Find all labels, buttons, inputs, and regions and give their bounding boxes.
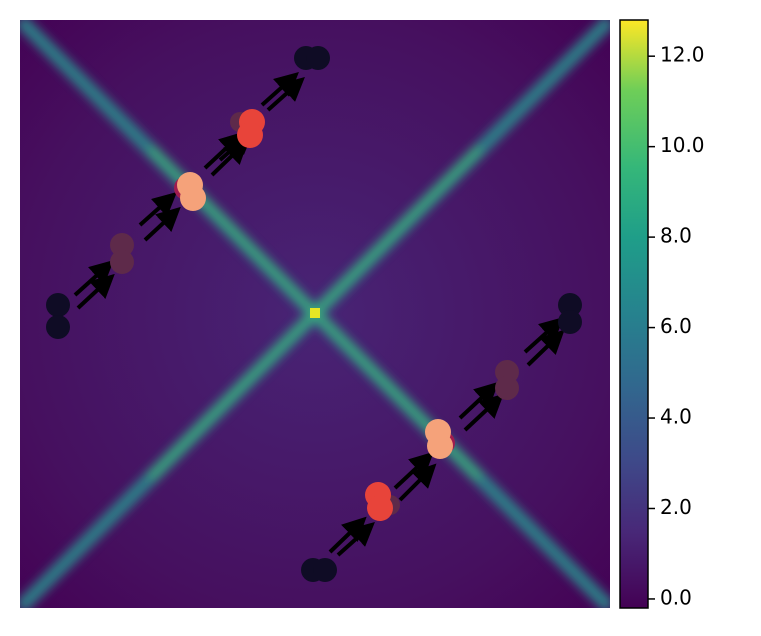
points bbox=[46, 46, 582, 582]
colorbar-tick-label: 4.0 bbox=[660, 405, 692, 429]
colorbar-tick-label: 12.0 bbox=[660, 43, 705, 67]
colorbar-tick-label: 0.0 bbox=[660, 585, 692, 609]
colorbar-tick-label: 8.0 bbox=[660, 224, 692, 248]
heatmap bbox=[20, 20, 610, 608]
colorbar-tick-label: 10.0 bbox=[660, 133, 705, 157]
arrows bbox=[73, 72, 565, 557]
colorbar: 0.0 2.0 4.0 6.0 8.0 10.0 12.0 bbox=[619, 19, 705, 609]
colorbar-tick-label: 6.0 bbox=[660, 314, 692, 338]
colorbar-tick-label: 2.0 bbox=[660, 495, 692, 519]
